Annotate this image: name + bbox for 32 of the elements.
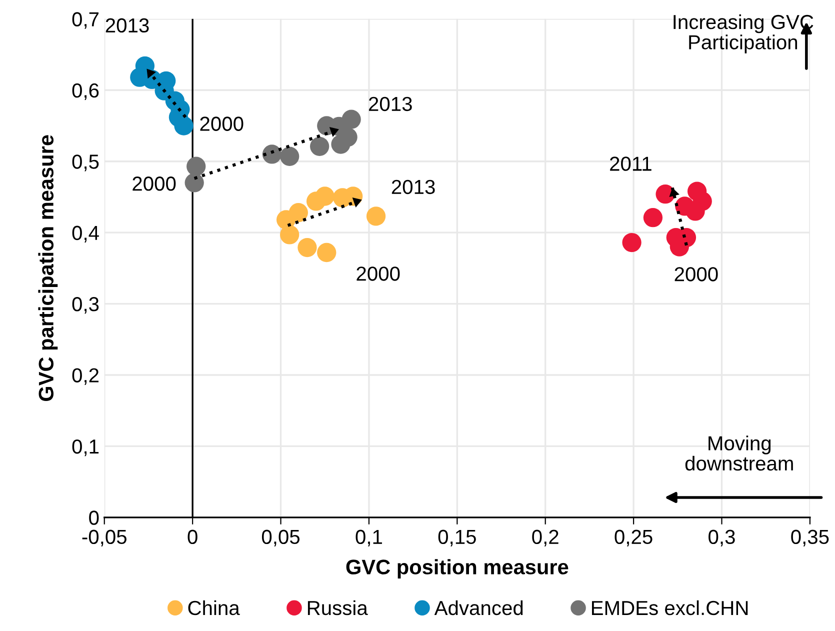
x-tick-label: 0,3 — [708, 530, 735, 546]
y-tick-label: 0,6 — [72, 83, 99, 100]
y-tick-label: 0,5 — [72, 154, 99, 172]
y-tick-label: 0,3 — [72, 297, 99, 314]
x-tick-label: 0,05 — [262, 530, 300, 546]
annotation: Moving downstream — [685, 436, 793, 471]
annotation: 2000 — [674, 267, 718, 282]
annotation: 2013 — [392, 180, 435, 194]
x-axis-title: GVC position measure — [346, 559, 568, 579]
annotation: 2013 — [368, 96, 412, 112]
annotation: 2000 — [200, 116, 244, 131]
x-tick-label: 0,2 — [532, 530, 558, 546]
y-tick-label: 0,2 — [72, 368, 99, 385]
annotation: 2000 — [132, 176, 176, 191]
y-tick-label: 0,7 — [72, 12, 99, 29]
x-tick-label: 0,1 — [356, 530, 382, 546]
x-tick-label: 0,35 — [791, 530, 829, 546]
x-tick-label: 0,15 — [438, 530, 476, 546]
legend-label: Advanced — [434, 600, 523, 616]
x-tick-label: 0 — [188, 530, 198, 544]
x-tick-label: 0,25 — [614, 530, 652, 546]
y-tick-label: 0,1 — [72, 439, 99, 456]
legend-label: EMDEs excl.CHN — [592, 600, 748, 616]
legend-label: Russia — [308, 600, 368, 616]
annotation: 2013 — [106, 18, 149, 33]
y-axis-title: GVC participation measure — [38, 135, 58, 402]
y-tick-label: 0 — [89, 510, 99, 525]
y-tick-label: 0,4 — [72, 226, 99, 242]
annotation: 2000 — [356, 266, 400, 281]
x-tick-label: -0,05 — [82, 530, 126, 546]
legend-label: China — [188, 600, 240, 616]
annotation: 2011 — [610, 156, 652, 171]
